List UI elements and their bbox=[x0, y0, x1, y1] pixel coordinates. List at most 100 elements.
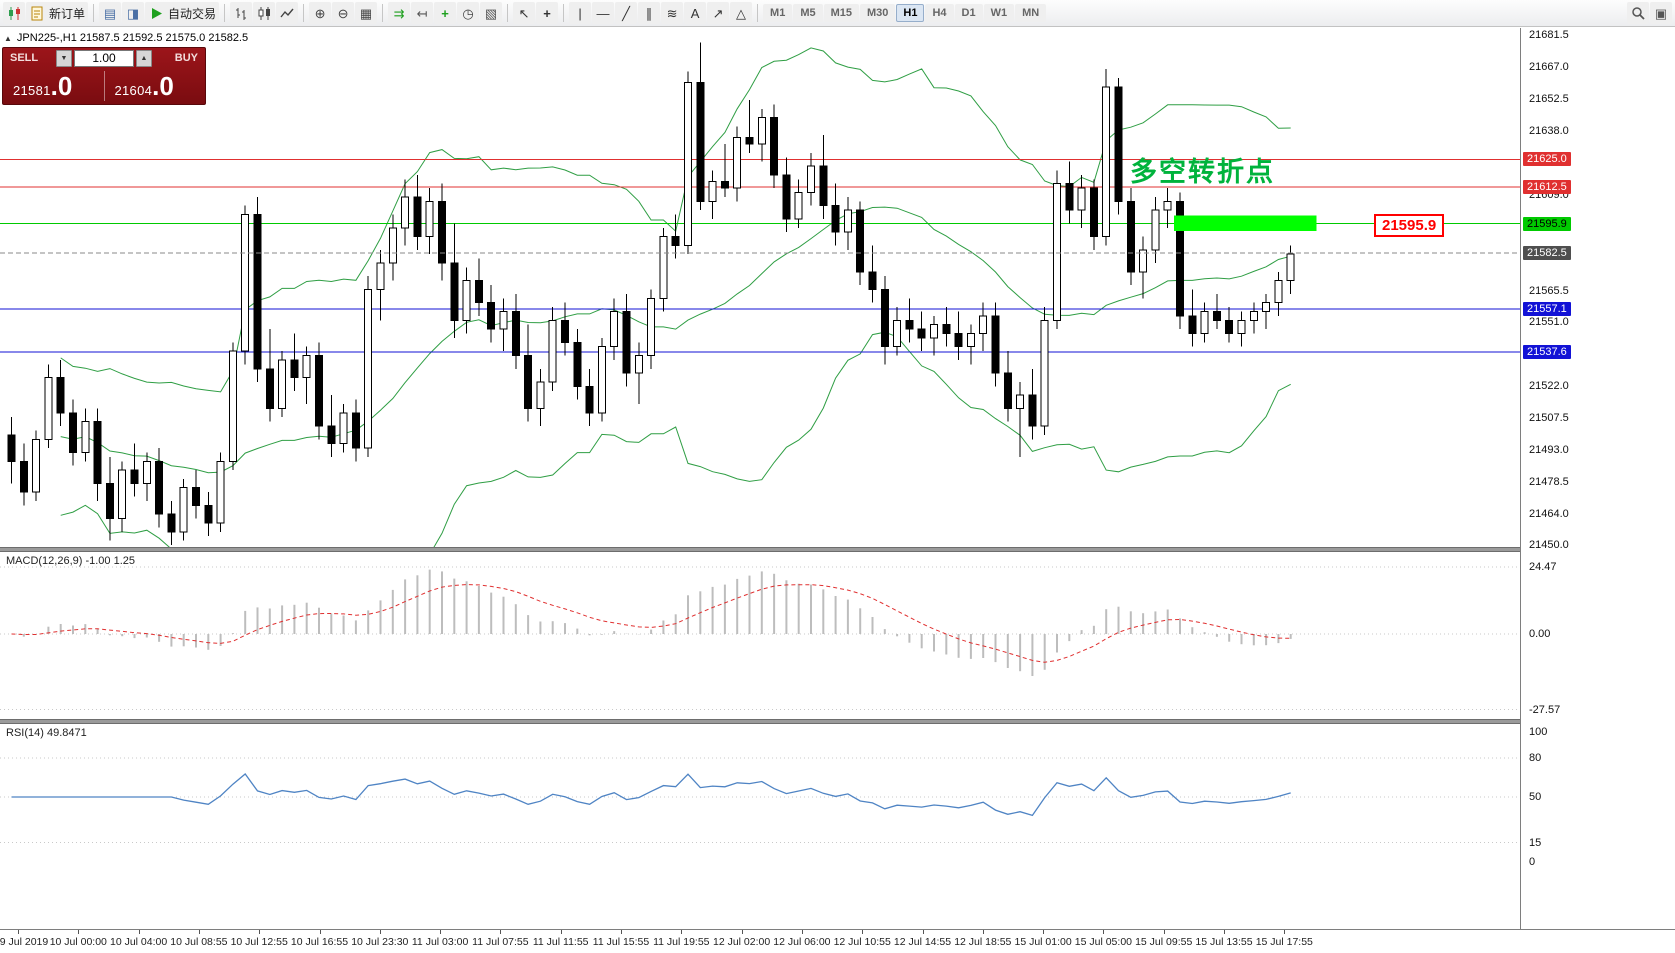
candle-body bbox=[303, 356, 310, 378]
candle-body bbox=[758, 118, 765, 144]
search-button[interactable] bbox=[1627, 2, 1649, 24]
text-button[interactable]: A bbox=[684, 2, 706, 24]
candle-body bbox=[365, 289, 372, 448]
buy-button[interactable]: 21604 .0 bbox=[105, 73, 206, 104]
candle-body bbox=[980, 316, 987, 334]
rsi-axis-tick: 100 bbox=[1529, 726, 1547, 738]
volume-decrease-button[interactable]: ▼ bbox=[56, 50, 72, 67]
candle-body bbox=[648, 298, 655, 355]
candle-body bbox=[881, 289, 888, 346]
time-axis-tick bbox=[1224, 930, 1225, 934]
price-axis-tick: 21493.0 bbox=[1529, 444, 1569, 456]
toolbar-separator bbox=[224, 4, 225, 22]
channel-button[interactable]: ∥ bbox=[638, 2, 660, 24]
toolbar-separator bbox=[382, 4, 383, 22]
volume-input[interactable]: 1.00 bbox=[74, 50, 134, 67]
timeframe-m5[interactable]: M5 bbox=[793, 4, 822, 22]
bar-chart-icon bbox=[233, 5, 249, 21]
arrows-icon: ↗ bbox=[713, 7, 724, 20]
arrows-button[interactable]: ↗ bbox=[707, 2, 729, 24]
candle-body bbox=[488, 303, 495, 329]
auto-scroll-icon: ⇉ bbox=[394, 7, 405, 20]
candle-body bbox=[131, 470, 138, 483]
fibonacci-button[interactable]: ≋ bbox=[661, 2, 683, 24]
buy-price: 21604 bbox=[115, 83, 153, 98]
one-click-trading-panel: SELL ▼ 1.00 ▲ BUY 21581 .0 21604 .0 bbox=[2, 47, 206, 105]
candle-body bbox=[906, 320, 913, 329]
app-button[interactable] bbox=[3, 2, 25, 24]
price-axis-tick: 21652.5 bbox=[1529, 93, 1569, 105]
chart-window-icon: ▣ bbox=[1655, 7, 1667, 20]
chart-shift-button[interactable]: ↤ bbox=[411, 2, 433, 24]
candle-body bbox=[967, 334, 974, 347]
charts-icon: ▤ bbox=[104, 7, 116, 20]
charts-button[interactable]: ▤ bbox=[99, 2, 121, 24]
volume-increase-button[interactable]: ▲ bbox=[136, 50, 152, 67]
auto-scroll-button[interactable]: ⇉ bbox=[388, 2, 410, 24]
one-click-collapse-arrow[interactable]: ▲ bbox=[4, 34, 12, 43]
macd-panel[interactable]: MACD(12,26,9) -1.00 1.25 bbox=[0, 552, 1520, 719]
timeframe-m15[interactable]: M15 bbox=[824, 4, 859, 22]
candle-body bbox=[746, 137, 753, 144]
candlestick-chart-button[interactable] bbox=[253, 2, 275, 24]
line-chart-button[interactable] bbox=[276, 2, 298, 24]
horizontal-line-button[interactable]: — bbox=[592, 2, 614, 24]
timeframe-mn[interactable]: MN bbox=[1015, 4, 1046, 22]
candle-body bbox=[279, 360, 286, 408]
candle-body bbox=[426, 201, 433, 236]
periods-icon: ◷ bbox=[462, 7, 473, 20]
candle-body bbox=[1275, 281, 1282, 303]
shapes-button[interactable]: △ bbox=[730, 2, 752, 24]
timeframe-w1[interactable]: W1 bbox=[984, 4, 1015, 22]
timeframe-h4[interactable]: H4 bbox=[925, 4, 953, 22]
candle-body bbox=[168, 514, 175, 532]
price-axis-tick: 21667.0 bbox=[1529, 61, 1569, 73]
candle-body bbox=[574, 342, 581, 386]
candle-body bbox=[94, 422, 101, 484]
price-line-badge: 21595.9 bbox=[1523, 217, 1571, 231]
crosshair-button[interactable]: + bbox=[536, 2, 558, 24]
tile-windows-button[interactable]: ▦ bbox=[355, 2, 377, 24]
macd-axis-tick: 24.47 bbox=[1529, 561, 1557, 573]
zoom-in-button[interactable]: ⊕ bbox=[309, 2, 331, 24]
chart-window-button[interactable]: ▣ bbox=[1650, 2, 1672, 24]
timeframe-m30[interactable]: M30 bbox=[860, 4, 895, 22]
periods-button[interactable]: ◷ bbox=[457, 2, 479, 24]
bar-chart-button[interactable] bbox=[230, 2, 252, 24]
zoom-out-button[interactable]: ⊖ bbox=[332, 2, 354, 24]
candle-body bbox=[1078, 188, 1085, 210]
main-chart-panel[interactable]: ▲ JPN225-,H1 21587.5 21592.5 21575.0 215… bbox=[0, 28, 1520, 547]
highlight-rectangle[interactable] bbox=[1174, 215, 1317, 230]
candle-body bbox=[894, 320, 901, 346]
crosshair-icon: + bbox=[543, 7, 551, 20]
auto-trading-button-button[interactable]: 自动交易 bbox=[145, 2, 219, 24]
cursor-button[interactable]: ↖ bbox=[513, 2, 535, 24]
timeframe-d1[interactable]: D1 bbox=[955, 4, 983, 22]
timeframe-m1[interactable]: M1 bbox=[763, 4, 792, 22]
price-line-badge: 21625.0 bbox=[1523, 152, 1571, 166]
candle-body bbox=[266, 369, 273, 409]
candle-body bbox=[1213, 311, 1220, 320]
candle-body bbox=[1127, 201, 1134, 271]
rsi-svg bbox=[0, 724, 1520, 929]
toolbar-separator bbox=[93, 4, 94, 22]
indicators-button[interactable]: + bbox=[434, 2, 456, 24]
vertical-line-button[interactable]: | bbox=[569, 2, 591, 24]
new-order-button-button[interactable]: 新订单 bbox=[26, 2, 88, 24]
templates-button[interactable]: ▧ bbox=[480, 2, 502, 24]
zoom-out-icon: ⊖ bbox=[338, 7, 349, 20]
candle-body bbox=[328, 426, 335, 444]
timeframe-h1[interactable]: H1 bbox=[896, 4, 924, 22]
sell-button[interactable]: 21581 .0 bbox=[3, 73, 104, 104]
candle-body bbox=[402, 197, 409, 228]
data-window-button[interactable]: ◨ bbox=[122, 2, 144, 24]
candle-body bbox=[1103, 87, 1110, 237]
rsi-panel[interactable]: RSI(14) 49.8471 bbox=[0, 724, 1520, 929]
candle-body bbox=[352, 413, 359, 448]
channel-icon: ∥ bbox=[646, 7, 653, 20]
candle-body bbox=[734, 137, 741, 188]
trendline-button[interactable]: ╱ bbox=[615, 2, 637, 24]
